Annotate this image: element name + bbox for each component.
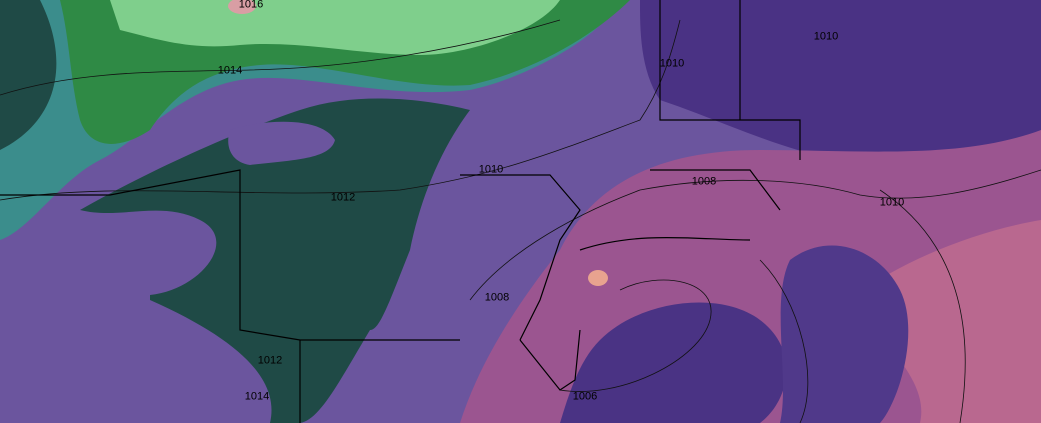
isobar-lines — [0, 19, 1041, 423]
isobar-label: 1010 — [813, 30, 839, 43]
isobar-label: 1008 — [691, 175, 717, 188]
isobar-label: 1012 — [257, 354, 283, 367]
dark-teal-region — [0, 0, 470, 423]
isobar-label: 1010 — [478, 163, 504, 176]
isobar-label: 1008 — [484, 291, 510, 304]
light-green-band — [110, 0, 560, 55]
isobar-label: 1014 — [244, 390, 270, 403]
isobar-label: 1010 — [879, 196, 905, 209]
purple-patch — [228, 121, 335, 165]
pink-region — [850, 220, 1041, 423]
isobar-label: 1012 — [330, 191, 356, 204]
isobar-label: 1006 — [572, 390, 598, 403]
isobar-label: 1014 — [217, 64, 243, 77]
isobar-label: 1010 — [659, 57, 685, 70]
high-pressure-spot — [228, 0, 256, 14]
isobar-label: 1016 — [238, 0, 264, 11]
pink-spot-nyc — [588, 270, 608, 286]
deep-purple-ocean-east — [780, 245, 909, 423]
state-borders — [0, 0, 801, 423]
